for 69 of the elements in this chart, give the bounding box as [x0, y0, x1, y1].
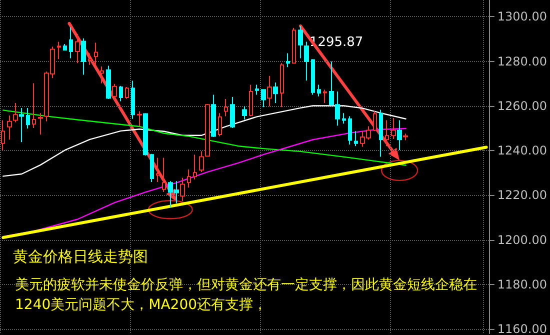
candlestick: [379, 109, 383, 158]
candlestick: [81, 38, 86, 76]
candlestick: [1, 120, 5, 151]
candlestick: [119, 85, 123, 102]
candlestick: [261, 88, 266, 108]
candlestick: [38, 112, 43, 135]
candlestick: [373, 110, 377, 132]
y-tick-label: 1220.00: [497, 188, 547, 202]
candlestick: [323, 89, 327, 104]
y-tick-label: 1300.00: [497, 10, 547, 24]
candlestick: [311, 58, 315, 96]
candlestick: [211, 94, 216, 138]
candlestick: [193, 154, 197, 180]
candlestick: [150, 153, 154, 183]
candlestick: [32, 82, 36, 129]
candlestick: [26, 107, 30, 129]
y-tick-label: 1260.00: [497, 98, 547, 113]
candlestick: [385, 120, 389, 147]
candlestick: [230, 96, 235, 129]
candlestick: [88, 52, 92, 66]
candlestick: [137, 110, 142, 127]
candlestick: [255, 84, 259, 96]
candlestick: [69, 26, 73, 59]
candlestick: [100, 66, 104, 84]
candlestick: [19, 107, 24, 143]
candlestick: [187, 169, 191, 188]
candlestick: [286, 52, 290, 68]
candlestick: [156, 157, 160, 183]
candlestick: [180, 177, 185, 202]
candlestick: [397, 120, 402, 151]
candlestick: [125, 86, 129, 100]
y-tick-label: 1160.00: [497, 322, 547, 335]
candlestick: [94, 42, 98, 66]
candlestick: [304, 41, 309, 82]
candlestick: [267, 75, 272, 107]
y-tick-label: 1240.00: [497, 144, 547, 158]
candlestick: [112, 83, 117, 100]
candlestick: [199, 150, 204, 172]
annotation: 美元的疲软并未使金价反弹，但对黄金还有一定支撑，因此黄金短线企稳在1240美元问题不大，MA200还有支撑，: [15, 277, 477, 313]
candlestick: [224, 98, 228, 117]
y-tick-label: 1200.00: [497, 232, 547, 247]
candlestick: [354, 130, 358, 147]
candlestick: [280, 62, 284, 108]
candlestick: [7, 115, 12, 140]
candlestick: [249, 84, 253, 117]
candlestick: [273, 82, 278, 104]
line-series: [2, 128, 406, 238]
y-tick-label: 1280.00: [497, 54, 547, 68]
candlestick: [218, 112, 222, 137]
candlestick: [131, 80, 135, 120]
candlestick: [162, 157, 166, 193]
y-tick-label: 1180.00: [497, 277, 547, 292]
candlestick: [298, 25, 303, 59]
candlestick: [391, 117, 396, 140]
candlestick: [403, 133, 408, 141]
line-series: [2, 105, 406, 177]
candlestick: [342, 112, 346, 124]
text: 黄金价格日线走势图: [13, 248, 148, 266]
candlestick: [242, 106, 247, 120]
candlestick: [75, 33, 80, 64]
candlestick: [13, 102, 18, 123]
candlestick: [106, 65, 111, 100]
candlestick: [205, 103, 210, 158]
candlestick: [348, 116, 352, 146]
candlestick: [63, 43, 67, 51]
candlestick: [317, 84, 321, 97]
candlestick: [57, 41, 61, 60]
candlestick: [292, 27, 296, 64]
candlestick: [143, 112, 148, 156]
